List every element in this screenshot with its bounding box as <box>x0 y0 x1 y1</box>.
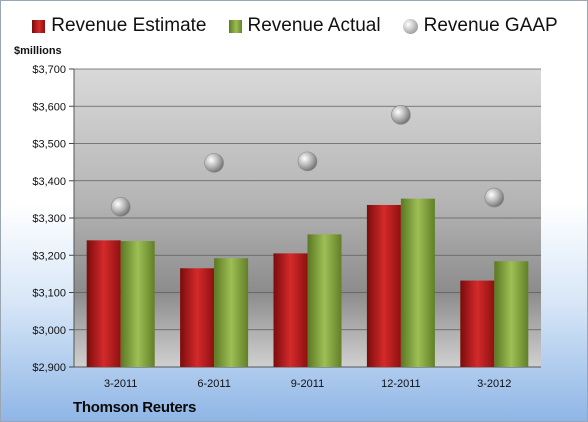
y-tick-label: $2,900 <box>32 362 66 374</box>
point-revenue-gaap <box>204 153 224 173</box>
x-tick-label: 6-2011 <box>197 378 230 390</box>
y-tick-label: $3,000 <box>32 325 66 337</box>
green-square-icon <box>228 19 242 33</box>
legend-label-estimate: Revenue Estimate <box>51 15 207 36</box>
y-tick-label: $3,100 <box>32 288 66 300</box>
legend-label-actual: Revenue Actual <box>247 15 381 36</box>
y-tick-label: $3,600 <box>32 101 66 113</box>
x-tick-label: 3-2012 <box>477 378 511 390</box>
source-label: Thomson Reuters <box>73 399 197 416</box>
bar-revenue-actual <box>214 258 249 367</box>
point-revenue-gaap <box>391 105 411 125</box>
y-tick-label: $3,200 <box>32 250 66 262</box>
bar-revenue-estimate <box>273 253 308 367</box>
bar-revenue-estimate <box>460 280 495 367</box>
legend-item-actual: Revenue Actual <box>228 15 381 37</box>
y-axis-unit-label: $millions <box>14 45 62 57</box>
legend-label-gaap: Revenue GAAP <box>423 15 558 36</box>
bar-revenue-actual <box>400 198 435 367</box>
point-revenue-gaap <box>297 151 318 172</box>
legend-item-gaap: Revenue GAAP <box>402 15 558 37</box>
gray-sphere-icon <box>402 18 418 34</box>
bar-revenue-estimate <box>366 204 401 367</box>
y-tick-label: $3,700 <box>32 64 66 76</box>
x-tick-label: 3-2011 <box>104 378 137 390</box>
red-square-icon <box>32 19 46 33</box>
x-tick-label: 12-2011 <box>381 378 421 390</box>
bar-revenue-estimate <box>86 240 121 367</box>
bar-revenue-estimate <box>180 268 215 367</box>
legend-item-estimate: Revenue Estimate <box>32 15 207 37</box>
bar-revenue-actual <box>307 234 342 367</box>
y-tick-label: $3,500 <box>32 139 66 151</box>
bar-revenue-actual <box>494 261 529 367</box>
point-revenue-gaap <box>484 187 505 208</box>
point-revenue-gaap <box>110 197 131 217</box>
legend: Revenue Estimate Revenue Actual Revenue … <box>1 15 588 37</box>
y-tick-label: $3,400 <box>32 176 66 188</box>
y-tick-label: $3,300 <box>32 213 66 225</box>
x-tick-label: 9-2011 <box>291 378 324 390</box>
bar-revenue-actual <box>120 241 155 367</box>
